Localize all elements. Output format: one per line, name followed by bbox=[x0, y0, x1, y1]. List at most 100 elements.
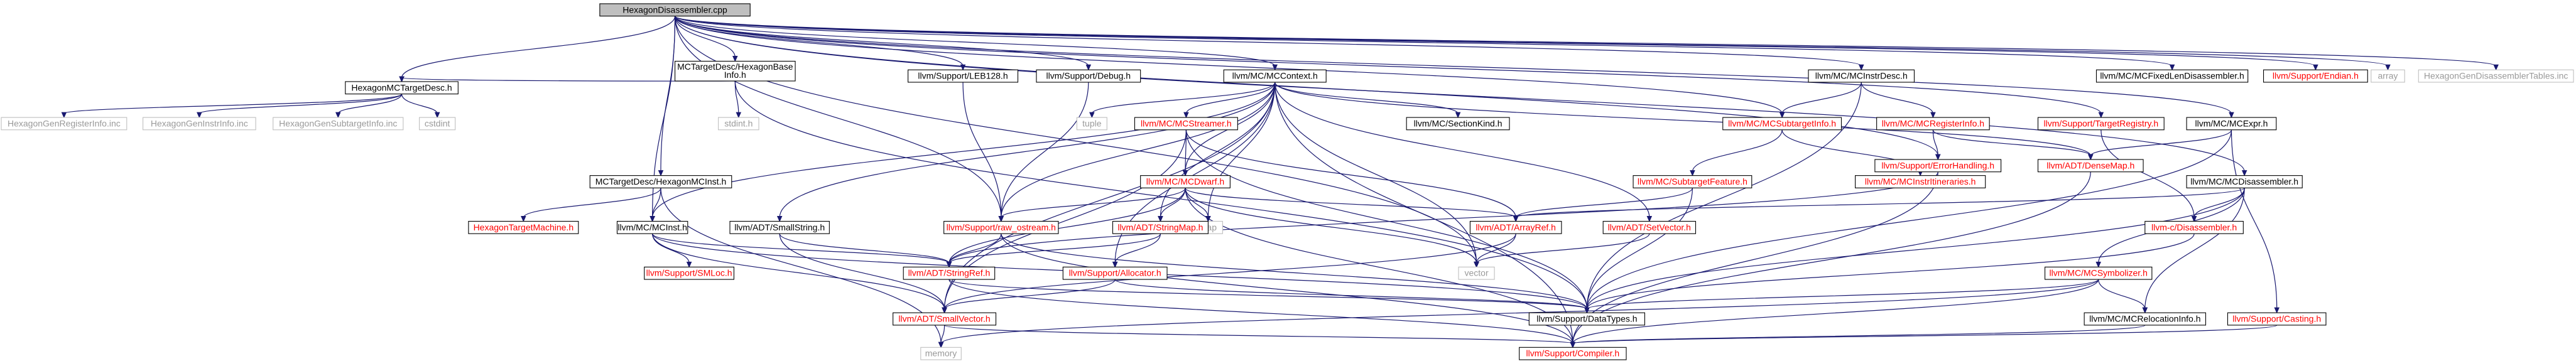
node-label: llvm/ADT/ArrayRef.h bbox=[1475, 222, 1556, 232]
edge-line bbox=[1185, 188, 1209, 218]
edge-stringref-to-datatypes bbox=[948, 279, 1590, 314]
edge-line bbox=[674, 16, 2245, 172]
node-hmctd[interactable]: HexagonMCTargetDesc.h bbox=[345, 81, 459, 95]
node-box bbox=[1855, 175, 1986, 188]
node-sectionkind[interactable]: llvm/MC/SectionKind.h bbox=[1406, 117, 1510, 131]
node-box bbox=[1, 117, 128, 131]
node-fixedlen[interactable]: llvm/MC/MCFixedLenDisassembler.h bbox=[2095, 69, 2249, 83]
edge-mccontext-to-mcinst bbox=[649, 82, 1276, 222]
node-subfeature[interactable]: llvm/MC/SubtargetFeature.h bbox=[1633, 175, 1753, 188]
node-label: llvm/MC/SectionKind.h bbox=[1414, 118, 1503, 128]
edge-line bbox=[1586, 129, 2232, 310]
node-smloc[interactable]: llvm/Support/SMLoc.h bbox=[644, 266, 734, 280]
edge-line bbox=[1114, 279, 1587, 310]
node-box bbox=[2186, 175, 2303, 188]
edge-line bbox=[1861, 82, 1933, 114]
node-errorhandling[interactable]: llvm/Support/ErrorHandling.h bbox=[1874, 159, 2002, 173]
edge-arrowhead bbox=[2088, 154, 2094, 161]
edge-arrowhead bbox=[61, 112, 67, 119]
edge-arrowhead bbox=[399, 76, 405, 83]
edge-line bbox=[1515, 187, 2245, 218]
node-compiler[interactable]: llvm/Support/Compiler.h bbox=[1519, 347, 1627, 360]
node-mcexpr[interactable]: llvm/MC/MCExpr.h bbox=[2186, 117, 2277, 131]
edge-line bbox=[734, 80, 1587, 310]
edge-mcdwarf-to-rawostream bbox=[998, 188, 1186, 222]
edge-arrowhead bbox=[1182, 170, 1188, 176]
edge-subfeature-to-arrayref bbox=[1513, 188, 1693, 222]
edge-casting-to-compiler bbox=[1570, 325, 2278, 348]
node-box bbox=[468, 220, 579, 234]
node-mcdisasm[interactable]: llvm/MC/MCDisassembler.h bbox=[2186, 175, 2303, 188]
node-stringmap[interactable]: llvm/ADT/StringMap.h bbox=[1112, 220, 1209, 234]
node-hbi[interactable]: MCTargetDesc/HexagonBase Info.h bbox=[674, 60, 796, 82]
node-box bbox=[943, 220, 1059, 234]
edge-targetregistry-to-cdisasm bbox=[2100, 129, 2197, 222]
edge-arrowhead bbox=[1112, 261, 1118, 268]
edge-arrowhead bbox=[776, 215, 783, 222]
node-itin[interactable]: llvm/MC/MCInstrItineraries.h bbox=[1855, 175, 1986, 188]
edge-line bbox=[943, 325, 1573, 344]
node-allocator[interactable]: llvm/Support/Allocator.h bbox=[1062, 266, 1168, 280]
edge-line bbox=[1586, 279, 2099, 310]
node-cstdint: cstdint bbox=[419, 117, 456, 131]
edge-line bbox=[198, 94, 403, 114]
node-datatypes[interactable]: llvm/Support/DataTypes.h bbox=[1528, 312, 1646, 326]
edge-line bbox=[652, 234, 690, 264]
node-leb[interactable]: llvm/Support/LEB128.h bbox=[908, 69, 1019, 83]
edge-setvector-to-vector bbox=[1474, 233, 1650, 268]
edge-line bbox=[1185, 187, 1516, 218]
node-targetregistry[interactable]: llvm/Support/TargetRegistry.h bbox=[2037, 117, 2165, 131]
node-arrayref[interactable]: llvm/ADT/ArrayRef.h bbox=[1469, 220, 1562, 234]
node-subtargetinfo[interactable]: llvm/MC/MCSubtargetInfo.h bbox=[1722, 117, 1842, 131]
node-box bbox=[2037, 117, 2165, 131]
node-box bbox=[143, 117, 256, 131]
node-label: llvm/MC/MCSubtargetInfo.h bbox=[1728, 118, 1836, 128]
node-label: llvm/MC/MCInstrItineraries.h bbox=[1865, 176, 1976, 186]
node-registerinfo[interactable]: llvm/MC/MCRegisterInfo.h bbox=[1876, 117, 1990, 131]
node-mcdwarf[interactable]: llvm/MC/MCDwarf.h bbox=[1140, 175, 1231, 188]
edge-line bbox=[1160, 188, 1186, 218]
node-setvector[interactable]: llvm/ADT/SetVector.h bbox=[1602, 220, 1697, 234]
edge-line bbox=[943, 129, 1187, 310]
edge-line bbox=[674, 16, 1002, 218]
node-cdisasm[interactable]: llvm-c/Disassembler.h bbox=[2144, 220, 2244, 234]
node-mccontext[interactable]: llvm/MC/MCContext.h bbox=[1223, 69, 1327, 83]
edge-line bbox=[948, 171, 1938, 264]
node-symbolizer[interactable]: llvm/MC/MCSymbolizer.h bbox=[2044, 266, 2153, 280]
edge-line bbox=[779, 82, 1276, 218]
node-vector: vector bbox=[1458, 266, 1495, 280]
node-hexmachine[interactable]: HexagonTargetMachine.h bbox=[468, 220, 579, 234]
node-box bbox=[1112, 220, 1209, 234]
edge-line bbox=[1586, 188, 1693, 310]
node-rawostream[interactable]: llvm/Support/raw_ostream.h bbox=[943, 220, 1059, 234]
edge-arrowhead bbox=[1646, 215, 1653, 222]
node-casting[interactable]: llvm/Support/Casting.h bbox=[2227, 312, 2327, 326]
node-root[interactable]: HexagonDisassembler.cpp bbox=[599, 3, 751, 17]
node-smallstring[interactable]: llvm/ADT/SmallString.h bbox=[729, 220, 830, 234]
node-smallvector[interactable]: llvm/ADT/SmallVector.h bbox=[893, 312, 997, 326]
edge-line bbox=[940, 325, 945, 344]
edge-mcinstrdesc-to-registerinfo bbox=[1861, 82, 1936, 119]
edge-arrowhead bbox=[1570, 342, 1576, 348]
node-label: llvm/ADT/SetVector.h bbox=[1608, 222, 1691, 232]
node-endian[interactable]: llvm/Support/Endian.h bbox=[2263, 69, 2368, 83]
node-mcinstrdesc[interactable]: llvm/MC/MCInstrDesc.h bbox=[1808, 69, 1915, 83]
node-stringref[interactable]: llvm/ADT/StringRef.h bbox=[903, 266, 996, 280]
node-label: llvm/ADT/SmallString.h bbox=[734, 222, 825, 232]
node-label: MCTargetDesc/HexagonBase Info.h bbox=[677, 62, 793, 80]
node-hmci[interactable]: MCTargetDesc/HexagonMCInst.h bbox=[589, 175, 732, 188]
node-densemap[interactable]: llvm/ADT/DenseMap.h bbox=[2037, 159, 2144, 173]
edge-line bbox=[1160, 82, 1276, 218]
node-box bbox=[920, 347, 962, 360]
node-mcinst[interactable]: llvm/MC/MCInst.h bbox=[616, 220, 688, 234]
node-debug[interactable]: llvm/Support/Debug.h bbox=[1036, 69, 1141, 83]
edge-line bbox=[948, 279, 1587, 310]
node-relocinfo[interactable]: llvm/MC/MCRelocationInfo.h bbox=[2084, 312, 2207, 326]
edge-line bbox=[2144, 188, 2245, 310]
node-streamer[interactable]: llvm/MC/MCStreamer.h bbox=[1134, 117, 1238, 131]
edge-line bbox=[1586, 82, 1862, 310]
edge-mcexpr-to-densemap bbox=[2088, 129, 2232, 161]
edge-root-to-mccontext bbox=[674, 16, 1278, 71]
node-box bbox=[419, 117, 456, 131]
edge-symbolizer-to-memory bbox=[938, 279, 2099, 348]
